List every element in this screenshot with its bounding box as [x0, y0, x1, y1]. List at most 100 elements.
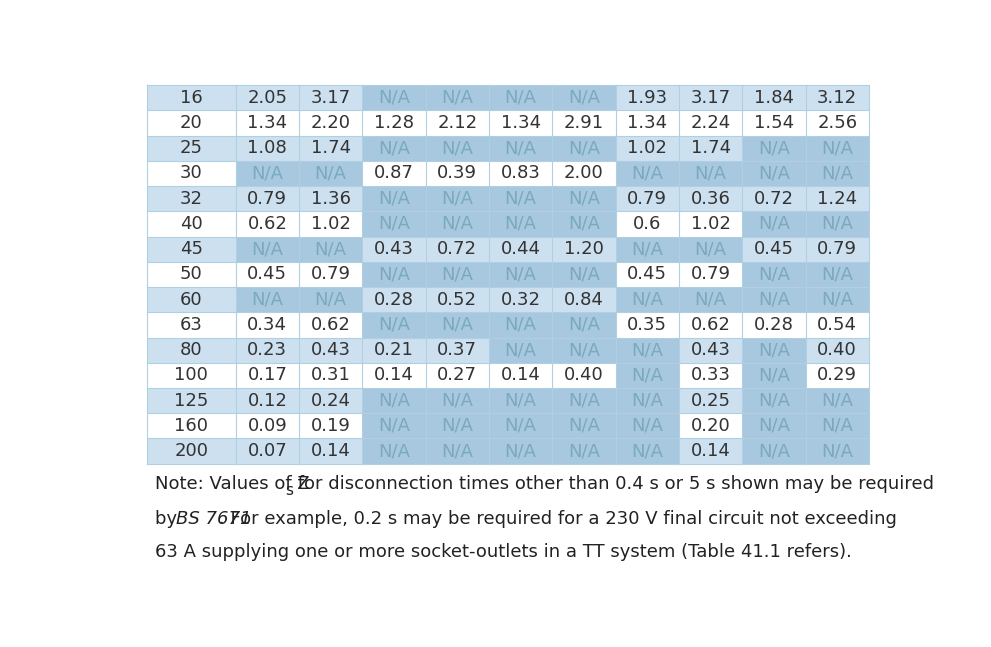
Text: 0.14: 0.14 [500, 366, 540, 384]
Bar [679, 85, 742, 111]
Text: N/A: N/A [568, 341, 600, 359]
Text: N/A: N/A [822, 291, 853, 309]
Text: N/A: N/A [441, 215, 474, 233]
Bar [236, 262, 299, 287]
Text: for disconnection times other than 0.4 s or 5 s shown may be required: for disconnection times other than 0.4 s… [291, 475, 934, 492]
Bar [679, 136, 742, 161]
Text: N/A: N/A [758, 215, 790, 233]
Text: N/A: N/A [378, 417, 410, 435]
Text: 40: 40 [180, 215, 203, 233]
Text: 0.20: 0.20 [691, 417, 730, 435]
Bar [299, 161, 363, 186]
Text: 0.79: 0.79 [691, 265, 730, 283]
Bar [742, 237, 806, 262]
Bar [679, 212, 742, 237]
Bar [426, 237, 489, 262]
Bar [615, 161, 679, 186]
Bar [679, 186, 742, 212]
Bar [615, 237, 679, 262]
Text: N/A: N/A [568, 139, 600, 157]
Text: 1.54: 1.54 [754, 114, 794, 132]
Bar [615, 313, 679, 338]
Bar [552, 212, 615, 237]
Bar [489, 161, 552, 186]
Bar [489, 262, 552, 287]
Bar [552, 363, 615, 388]
Bar [426, 439, 489, 464]
Bar [236, 363, 299, 388]
Bar [679, 262, 742, 287]
Text: 0.43: 0.43 [311, 341, 351, 359]
Bar [363, 439, 426, 464]
Bar [147, 287, 236, 313]
Text: N/A: N/A [504, 442, 537, 460]
Bar [147, 186, 236, 212]
Text: N/A: N/A [378, 139, 410, 157]
Text: 32: 32 [179, 190, 203, 208]
Text: N/A: N/A [631, 164, 663, 182]
Text: 0.23: 0.23 [248, 341, 287, 359]
Text: N/A: N/A [504, 316, 537, 334]
Bar [489, 338, 552, 363]
Text: N/A: N/A [441, 442, 474, 460]
Text: N/A: N/A [504, 391, 537, 410]
Bar [742, 186, 806, 212]
Text: N/A: N/A [378, 316, 410, 334]
Text: N/A: N/A [822, 139, 853, 157]
Text: 3.17: 3.17 [310, 89, 351, 107]
Text: 0.54: 0.54 [818, 316, 857, 334]
Bar [147, 363, 236, 388]
Text: 2.05: 2.05 [248, 89, 287, 107]
Text: 0.24: 0.24 [311, 391, 351, 410]
Bar [615, 212, 679, 237]
Text: 1.20: 1.20 [564, 240, 604, 258]
Text: . For example, 0.2 s may be required for a 230 V final circuit not exceeding: . For example, 0.2 s may be required for… [219, 510, 897, 527]
Text: N/A: N/A [631, 366, 663, 384]
Text: 1.34: 1.34 [248, 114, 287, 132]
Bar [679, 363, 742, 388]
Bar [363, 287, 426, 313]
Bar [489, 186, 552, 212]
Text: 1.34: 1.34 [627, 114, 667, 132]
Text: N/A: N/A [378, 215, 410, 233]
Text: 0.27: 0.27 [437, 366, 478, 384]
Bar [236, 287, 299, 313]
Text: N/A: N/A [631, 442, 663, 460]
Text: N/A: N/A [568, 215, 600, 233]
Bar [489, 388, 552, 413]
Bar [426, 111, 489, 136]
Text: 1.74: 1.74 [691, 139, 730, 157]
Text: N/A: N/A [631, 417, 663, 435]
Bar [363, 186, 426, 212]
Text: N/A: N/A [758, 291, 790, 309]
Text: 1.84: 1.84 [754, 89, 794, 107]
Text: 0.62: 0.62 [691, 316, 730, 334]
Text: N/A: N/A [378, 89, 410, 107]
Bar [363, 212, 426, 237]
Text: 0.17: 0.17 [248, 366, 287, 384]
Text: 2.56: 2.56 [818, 114, 857, 132]
Bar [742, 111, 806, 136]
Text: N/A: N/A [758, 341, 790, 359]
Bar [426, 338, 489, 363]
Text: N/A: N/A [252, 240, 283, 258]
Text: N/A: N/A [695, 164, 726, 182]
Text: N/A: N/A [758, 417, 790, 435]
Bar [806, 439, 869, 464]
Bar [552, 313, 615, 338]
Bar [147, 413, 236, 439]
Text: N/A: N/A [441, 391, 474, 410]
Bar [679, 439, 742, 464]
Bar [806, 85, 869, 111]
Text: 16: 16 [180, 89, 203, 107]
Bar [489, 363, 552, 388]
Text: 0.29: 0.29 [818, 366, 857, 384]
Text: N/A: N/A [758, 442, 790, 460]
Bar [489, 439, 552, 464]
Bar [806, 338, 869, 363]
Bar [299, 186, 363, 212]
Bar [742, 439, 806, 464]
Bar [363, 161, 426, 186]
Text: 1.34: 1.34 [500, 114, 541, 132]
Text: N/A: N/A [822, 215, 853, 233]
